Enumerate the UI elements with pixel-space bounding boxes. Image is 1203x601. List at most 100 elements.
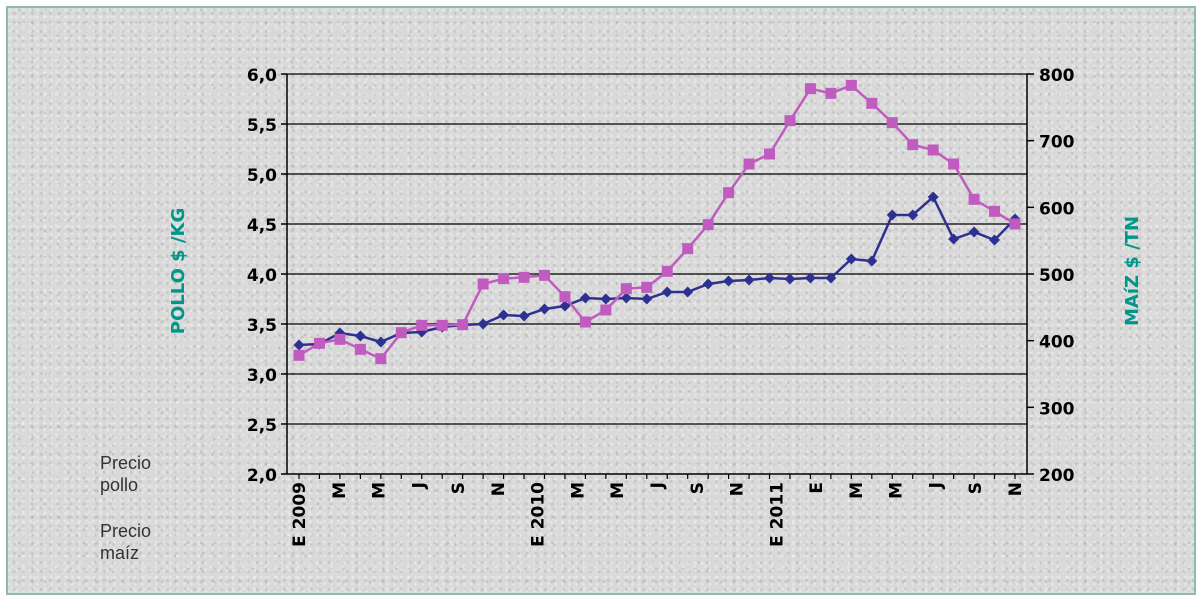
data-point: [804, 83, 816, 95]
data-point: [1009, 218, 1021, 230]
data-point: [498, 273, 510, 285]
series-pollo: [293, 191, 1021, 351]
data-point: [354, 343, 366, 355]
data-point: [457, 319, 469, 331]
data-point: [948, 158, 960, 170]
right-tick-label: 700: [1039, 133, 1075, 153]
data-point: [559, 300, 571, 312]
legend-pollo: Precio pollo: [100, 453, 152, 495]
right-tick-label: 200: [1039, 466, 1075, 486]
data-point: [989, 205, 1001, 217]
data-point: [293, 349, 305, 361]
x-axis-ticks: E 2009 M M J S N E 2010 M M J S N E 2011 E M M J S N: [290, 474, 1026, 547]
right-tick-label: 500: [1039, 266, 1075, 286]
x-tick-label: N: [1006, 482, 1026, 496]
data-point: [927, 191, 939, 203]
data-point: [866, 97, 878, 109]
data-point: [948, 233, 960, 245]
left-tick-label: 3,5: [247, 316, 277, 336]
series-line: [298, 194, 1016, 347]
line-chart: 2,0 2,5 3,0 3,5 4,0 4,5 5,0 5,5 6,0 200 300 400 500…: [168, 66, 1143, 547]
left-tick-label: 2,0: [247, 466, 277, 486]
data-point: [498, 309, 510, 321]
data-point: [416, 319, 428, 331]
right-axis-ticks: 200 300 400 500 600 700 800: [1027, 66, 1075, 486]
x-tick-label: E: [807, 482, 827, 494]
data-point: [559, 291, 571, 303]
data-point: [764, 148, 776, 160]
x-tick-label: S: [688, 482, 708, 494]
x-tick-label: S: [966, 482, 986, 494]
x-tick-label: M: [568, 482, 588, 499]
data-point: [723, 187, 735, 199]
data-point: [907, 139, 919, 151]
data-point: [784, 273, 796, 285]
data-point: [927, 144, 939, 156]
data-point: [375, 336, 387, 348]
x-tick-label: J: [926, 482, 946, 489]
left-tick-label: 3,0: [247, 366, 277, 386]
data-point: [354, 330, 366, 342]
x-tick-label: J: [648, 482, 668, 489]
data-point: [702, 219, 714, 231]
data-point: [436, 319, 448, 331]
right-tick-label: 800: [1039, 66, 1075, 86]
x-tick-label: E 2010: [529, 482, 549, 547]
data-point: [334, 333, 346, 345]
right-tick-label: 400: [1039, 333, 1075, 353]
data-point: [620, 283, 632, 295]
data-point: [845, 79, 857, 91]
left-tick-label: 5,5: [247, 116, 277, 136]
data-point: [743, 274, 755, 286]
data-point: [886, 117, 898, 129]
x-tick-label: S: [449, 482, 469, 494]
series-layer: [293, 79, 1021, 365]
data-point: [538, 269, 550, 281]
data-point: [293, 339, 305, 351]
data-point: [579, 292, 591, 304]
x-tick-label: J: [409, 482, 429, 489]
data-point: [600, 304, 612, 316]
data-point: [620, 292, 632, 304]
x-tick-label: M: [370, 482, 390, 499]
data-point: [477, 278, 489, 290]
data-point: [600, 293, 612, 305]
data-point: [579, 316, 591, 328]
data-point: [845, 253, 857, 265]
left-tick-label: 6,0: [247, 66, 277, 86]
data-point: [968, 193, 980, 205]
data-point: [989, 234, 1001, 246]
x-tick-label: N: [489, 482, 509, 496]
data-point: [804, 272, 816, 284]
data-point: [641, 281, 653, 293]
data-point: [477, 318, 489, 330]
data-point: [661, 286, 673, 298]
gridlines: [287, 73, 1027, 425]
right-tick-label: 300: [1039, 399, 1075, 419]
data-point: [825, 272, 837, 284]
data-point: [825, 87, 837, 99]
data-point: [907, 209, 919, 221]
data-point: [518, 271, 530, 283]
series-maiz: [293, 79, 1021, 365]
data-point: [641, 293, 653, 305]
right-tick-label: 600: [1039, 199, 1075, 219]
data-point: [682, 286, 694, 298]
x-tick-label: M: [608, 482, 628, 499]
data-point: [968, 226, 980, 238]
left-tick-label: 2,5: [247, 416, 277, 436]
chart-frame: 2,0 2,5 3,0 3,5 4,0 4,5 5,0 5,5 6,0 200 300 400 500…: [6, 6, 1196, 595]
x-tick-label: E 2011: [767, 482, 787, 547]
data-point: [313, 337, 325, 349]
data-point: [395, 327, 407, 339]
data-point: [702, 278, 714, 290]
data-point: [866, 255, 878, 267]
data-point: [538, 303, 550, 315]
x-tick-label: M: [330, 482, 350, 499]
left-axis-title: POLLO $ /KG: [168, 208, 189, 334]
x-tick-label: M: [887, 482, 907, 499]
x-tick-label: M: [847, 482, 867, 499]
left-tick-label: 4,5: [247, 216, 277, 236]
left-axis-ticks: 2,0 2,5 3,0 3,5 4,0 4,5 5,0 5,5 6,0: [247, 66, 287, 486]
data-point: [518, 310, 530, 322]
